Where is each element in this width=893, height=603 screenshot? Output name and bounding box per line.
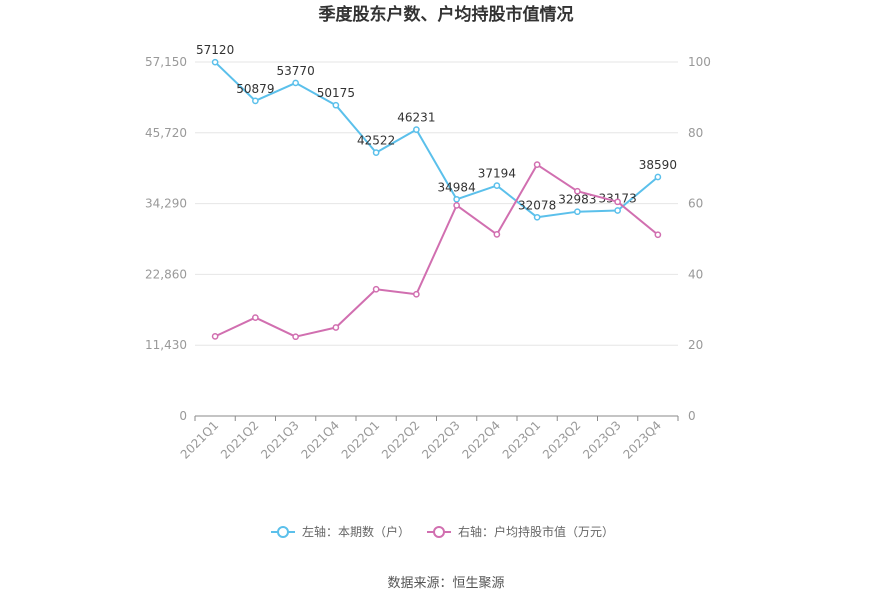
data-label: 38590 <box>639 158 677 172</box>
x-tick-label: 2022Q1 <box>339 418 383 462</box>
legend-marker <box>277 526 289 538</box>
x-tick-label: 2022Q3 <box>419 418 463 462</box>
point-avg-value <box>453 202 460 209</box>
point-holders <box>574 208 581 216</box>
x-tick-label: 2023Q2 <box>540 418 584 462</box>
data-label: 37194 <box>478 167 516 181</box>
point-holders <box>252 97 259 105</box>
left-tick-label: 11,430 <box>145 338 187 352</box>
data-label: 32078 <box>518 198 556 212</box>
data-label: 46231 <box>397 111 435 125</box>
right-axis: 0 20 40 60 80 100 <box>688 55 711 423</box>
point-holders <box>211 58 219 66</box>
left-tick-label: 22,860 <box>145 267 187 281</box>
right-tick-label: 40 <box>688 267 703 281</box>
grid <box>195 61 678 346</box>
right-tick-label: 20 <box>688 338 703 352</box>
point-avg-value <box>654 231 662 239</box>
right-tick-label: 80 <box>688 126 703 140</box>
point-avg-value <box>614 198 621 206</box>
data-label: 42522 <box>357 134 395 148</box>
point-avg-value <box>211 333 219 340</box>
point-avg-value <box>292 333 299 341</box>
point-avg-value <box>533 161 541 169</box>
right-tick-label: 0 <box>688 409 696 423</box>
left-axis: 0 11,430 22,860 34,290 45,720 57,150 <box>145 55 187 423</box>
x-tick-label: 2021Q1 <box>178 418 222 462</box>
point-holders <box>372 149 380 156</box>
data-label: 53770 <box>277 64 315 78</box>
data-label: 34984 <box>438 180 476 194</box>
point-holders <box>413 126 420 133</box>
legend-label: 右轴：户均持股市值（万元） <box>458 524 614 539</box>
x-tick-label: 2023Q3 <box>580 418 624 462</box>
point-avg-value <box>332 324 340 331</box>
legend[interactable]: 左轴：本期数（户） 右轴：户均持股市值（万元） <box>271 524 614 539</box>
chart-title: 季度股东户数、户均持股市值情况 <box>319 4 574 25</box>
x-tick-label: 2023Q1 <box>500 418 544 462</box>
left-tick-label: 0 <box>179 409 187 423</box>
data-label: 50175 <box>317 86 355 100</box>
data-label: 50879 <box>236 82 274 96</box>
x-tick-label: 2021Q3 <box>258 418 302 462</box>
x-tick-label: 2022Q2 <box>379 418 423 462</box>
point-holders <box>453 195 460 203</box>
point-holders <box>292 79 299 87</box>
left-tick-label: 57,150 <box>145 55 187 69</box>
x-tick-label: 2023Q4 <box>620 418 664 462</box>
line-holders <box>214 61 659 219</box>
point-holders <box>493 182 501 189</box>
left-tick-label: 45,720 <box>145 126 187 140</box>
x-tick-label: 2022Q4 <box>459 418 503 462</box>
point-avg-value <box>413 290 420 298</box>
point-avg-value <box>372 285 380 293</box>
data-label: 57120 <box>196 43 234 57</box>
right-tick-label: 100 <box>688 55 711 69</box>
data-label: 32983 <box>558 193 596 207</box>
point-avg-value <box>252 314 259 321</box>
source-note: 数据来源：恒生聚源 <box>387 576 504 591</box>
legend-label: 左轴：本期数（户） <box>302 524 410 539</box>
point-holders <box>332 101 340 109</box>
x-axis: 2021Q12021Q22021Q32021Q42022Q12022Q22022… <box>178 415 679 462</box>
line-avg-value <box>214 163 659 338</box>
point-holders <box>614 207 621 214</box>
point-avg-value <box>574 187 581 195</box>
x-tick-label: 2021Q4 <box>298 418 342 462</box>
point-avg-value <box>493 231 501 238</box>
legend-marker <box>433 526 445 538</box>
left-tick-label: 34,290 <box>145 197 187 211</box>
right-tick-label: 60 <box>688 197 703 211</box>
x-tick-label: 2021Q2 <box>218 418 262 462</box>
point-holders <box>533 213 541 221</box>
point-holders <box>654 173 662 181</box>
